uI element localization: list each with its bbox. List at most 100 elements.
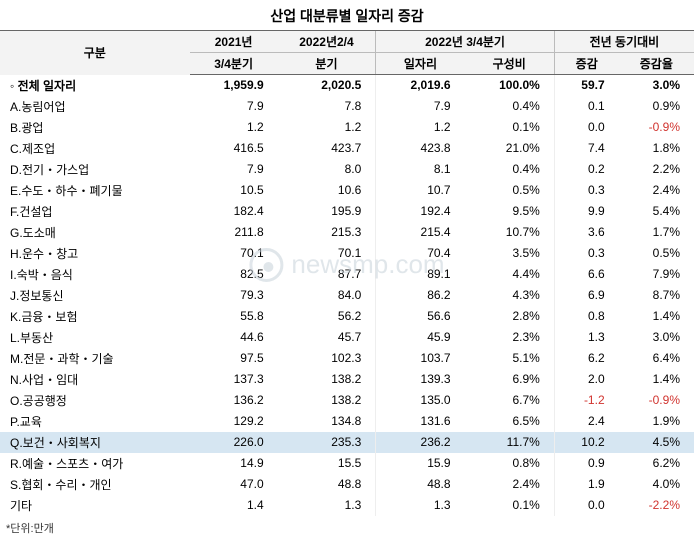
cell-jobs: 56.6 xyxy=(376,306,465,327)
cell-share: 100.0% xyxy=(465,75,555,96)
cell-2021q3: 136.2 xyxy=(190,390,278,411)
cell-change-rate: 6.4% xyxy=(619,348,694,369)
cell-change-rate: 6.2% xyxy=(619,453,694,474)
cell-change: 1.9 xyxy=(554,474,618,495)
cell-2022q2: 56.2 xyxy=(278,306,376,327)
cell-share: 6.7% xyxy=(465,390,555,411)
table-row: J.정보통신79.384.086.24.3%6.98.7% xyxy=(0,285,694,306)
cell-change: 2.0 xyxy=(554,369,618,390)
cell-2021q3: 10.5 xyxy=(190,180,278,201)
cell-jobs: 86.2 xyxy=(376,285,465,306)
cell-2021q3: 44.6 xyxy=(190,327,278,348)
cell-jobs: 236.2 xyxy=(376,432,465,453)
col-change-rate: 증감율 xyxy=(619,53,694,75)
cell-2021q3: 1.4 xyxy=(190,495,278,516)
table-header: 구분 2021년 2022년2/4 2022년 3/4분기 전년 동기대비 3/… xyxy=(0,31,694,75)
cell-change: 0.3 xyxy=(554,180,618,201)
table-row: P.교육129.2134.8131.66.5%2.41.9% xyxy=(0,411,694,432)
table-row: F.건설업182.4195.9192.49.5%9.95.4% xyxy=(0,201,694,222)
cell-share: 4.4% xyxy=(465,264,555,285)
col-2022q2-line2: 분기 xyxy=(278,53,376,75)
table-row: ◦ 전체 일자리1,959.92,020.52,019.6100.0%59.73… xyxy=(0,75,694,96)
col-jobs: 일자리 xyxy=(376,53,465,75)
cell-change-rate: 8.7% xyxy=(619,285,694,306)
cell-share: 0.8% xyxy=(465,453,555,474)
cell-share: 6.5% xyxy=(465,411,555,432)
cell-jobs: 423.8 xyxy=(376,138,465,159)
cell-change: 1.3 xyxy=(554,327,618,348)
cell-jobs: 192.4 xyxy=(376,201,465,222)
cell-2022q2: 1.3 xyxy=(278,495,376,516)
cell-jobs: 48.8 xyxy=(376,474,465,495)
cell-label: K.금융・보험 xyxy=(0,306,190,327)
cell-share: 10.7% xyxy=(465,222,555,243)
cell-change: 0.8 xyxy=(554,306,618,327)
col-change: 증감 xyxy=(554,53,618,75)
cell-2021q3: 416.5 xyxy=(190,138,278,159)
cell-share: 21.0% xyxy=(465,138,555,159)
cell-2022q2: 215.3 xyxy=(278,222,376,243)
cell-share: 0.4% xyxy=(465,159,555,180)
cell-2021q3: 7.9 xyxy=(190,159,278,180)
cell-change-rate: 0.9% xyxy=(619,96,694,117)
footnote: *단위:만개 xyxy=(0,516,694,536)
table-row: S.협회・수리・개인47.048.848.82.4%1.94.0% xyxy=(0,474,694,495)
cell-2021q3: 7.9 xyxy=(190,96,278,117)
cell-share: 0.5% xyxy=(465,180,555,201)
cell-2022q2: 102.3 xyxy=(278,348,376,369)
cell-jobs: 15.9 xyxy=(376,453,465,474)
cell-label: B.광업 xyxy=(0,117,190,138)
cell-change-rate: 1.9% xyxy=(619,411,694,432)
table-row: O.공공행정136.2138.2135.06.7%-1.2-0.9% xyxy=(0,390,694,411)
col-2022q2-line1: 2022년2/4 xyxy=(278,31,376,53)
cell-label: E.수도・하수・폐기물 xyxy=(0,180,190,201)
cell-change-rate: 1.4% xyxy=(619,306,694,327)
cell-share: 2.4% xyxy=(465,474,555,495)
cell-label: L.부동산 xyxy=(0,327,190,348)
cell-change: 0.2 xyxy=(554,159,618,180)
cell-2022q2: 2,020.5 xyxy=(278,75,376,96)
cell-2021q3: 226.0 xyxy=(190,432,278,453)
cell-2021q3: 47.0 xyxy=(190,474,278,495)
col-2021q3-line2: 3/4분기 xyxy=(190,53,278,75)
cell-2022q2: 1.2 xyxy=(278,117,376,138)
cell-share: 0.1% xyxy=(465,117,555,138)
table-row: R.예술・스포츠・여가14.915.515.90.8%0.96.2% xyxy=(0,453,694,474)
cell-2021q3: 97.5 xyxy=(190,348,278,369)
cell-2022q2: 15.5 xyxy=(278,453,376,474)
cell-change-rate: -2.2% xyxy=(619,495,694,516)
cell-jobs: 135.0 xyxy=(376,390,465,411)
cell-share: 4.3% xyxy=(465,285,555,306)
col-group-2022q3: 2022년 3/4분기 xyxy=(376,31,555,53)
cell-change-rate: 5.4% xyxy=(619,201,694,222)
cell-2022q2: 84.0 xyxy=(278,285,376,306)
cell-label: I.숙박・음식 xyxy=(0,264,190,285)
cell-label: O.공공행정 xyxy=(0,390,190,411)
table-row: D.전기・가스업7.98.08.10.4%0.22.2% xyxy=(0,159,694,180)
cell-label: C.제조업 xyxy=(0,138,190,159)
table-row: E.수도・하수・폐기물10.510.610.70.5%0.32.4% xyxy=(0,180,694,201)
cell-2022q2: 235.3 xyxy=(278,432,376,453)
cell-jobs: 45.9 xyxy=(376,327,465,348)
table-body: ◦ 전체 일자리1,959.92,020.52,019.6100.0%59.73… xyxy=(0,75,694,516)
cell-label: S.협회・수리・개인 xyxy=(0,474,190,495)
cell-jobs: 89.1 xyxy=(376,264,465,285)
cell-change: 0.1 xyxy=(554,96,618,117)
cell-label: N.사업・임대 xyxy=(0,369,190,390)
cell-jobs: 1.3 xyxy=(376,495,465,516)
col-group-yoy: 전년 동기대비 xyxy=(554,31,694,53)
cell-label: 기타 xyxy=(0,495,190,516)
cell-jobs: 10.7 xyxy=(376,180,465,201)
table-row: B.광업1.21.21.20.1%0.0-0.9% xyxy=(0,117,694,138)
cell-change-rate: 3.0% xyxy=(619,327,694,348)
table-row: K.금융・보험55.856.256.62.8%0.81.4% xyxy=(0,306,694,327)
cell-share: 3.5% xyxy=(465,243,555,264)
cell-jobs: 103.7 xyxy=(376,348,465,369)
cell-change-rate: 1.8% xyxy=(619,138,694,159)
cell-2022q2: 195.9 xyxy=(278,201,376,222)
cell-2022q2: 10.6 xyxy=(278,180,376,201)
cell-label: G.도소매 xyxy=(0,222,190,243)
cell-2021q3: 211.8 xyxy=(190,222,278,243)
cell-2021q3: 1.2 xyxy=(190,117,278,138)
cell-label: Q.보건・사회복지 xyxy=(0,432,190,453)
